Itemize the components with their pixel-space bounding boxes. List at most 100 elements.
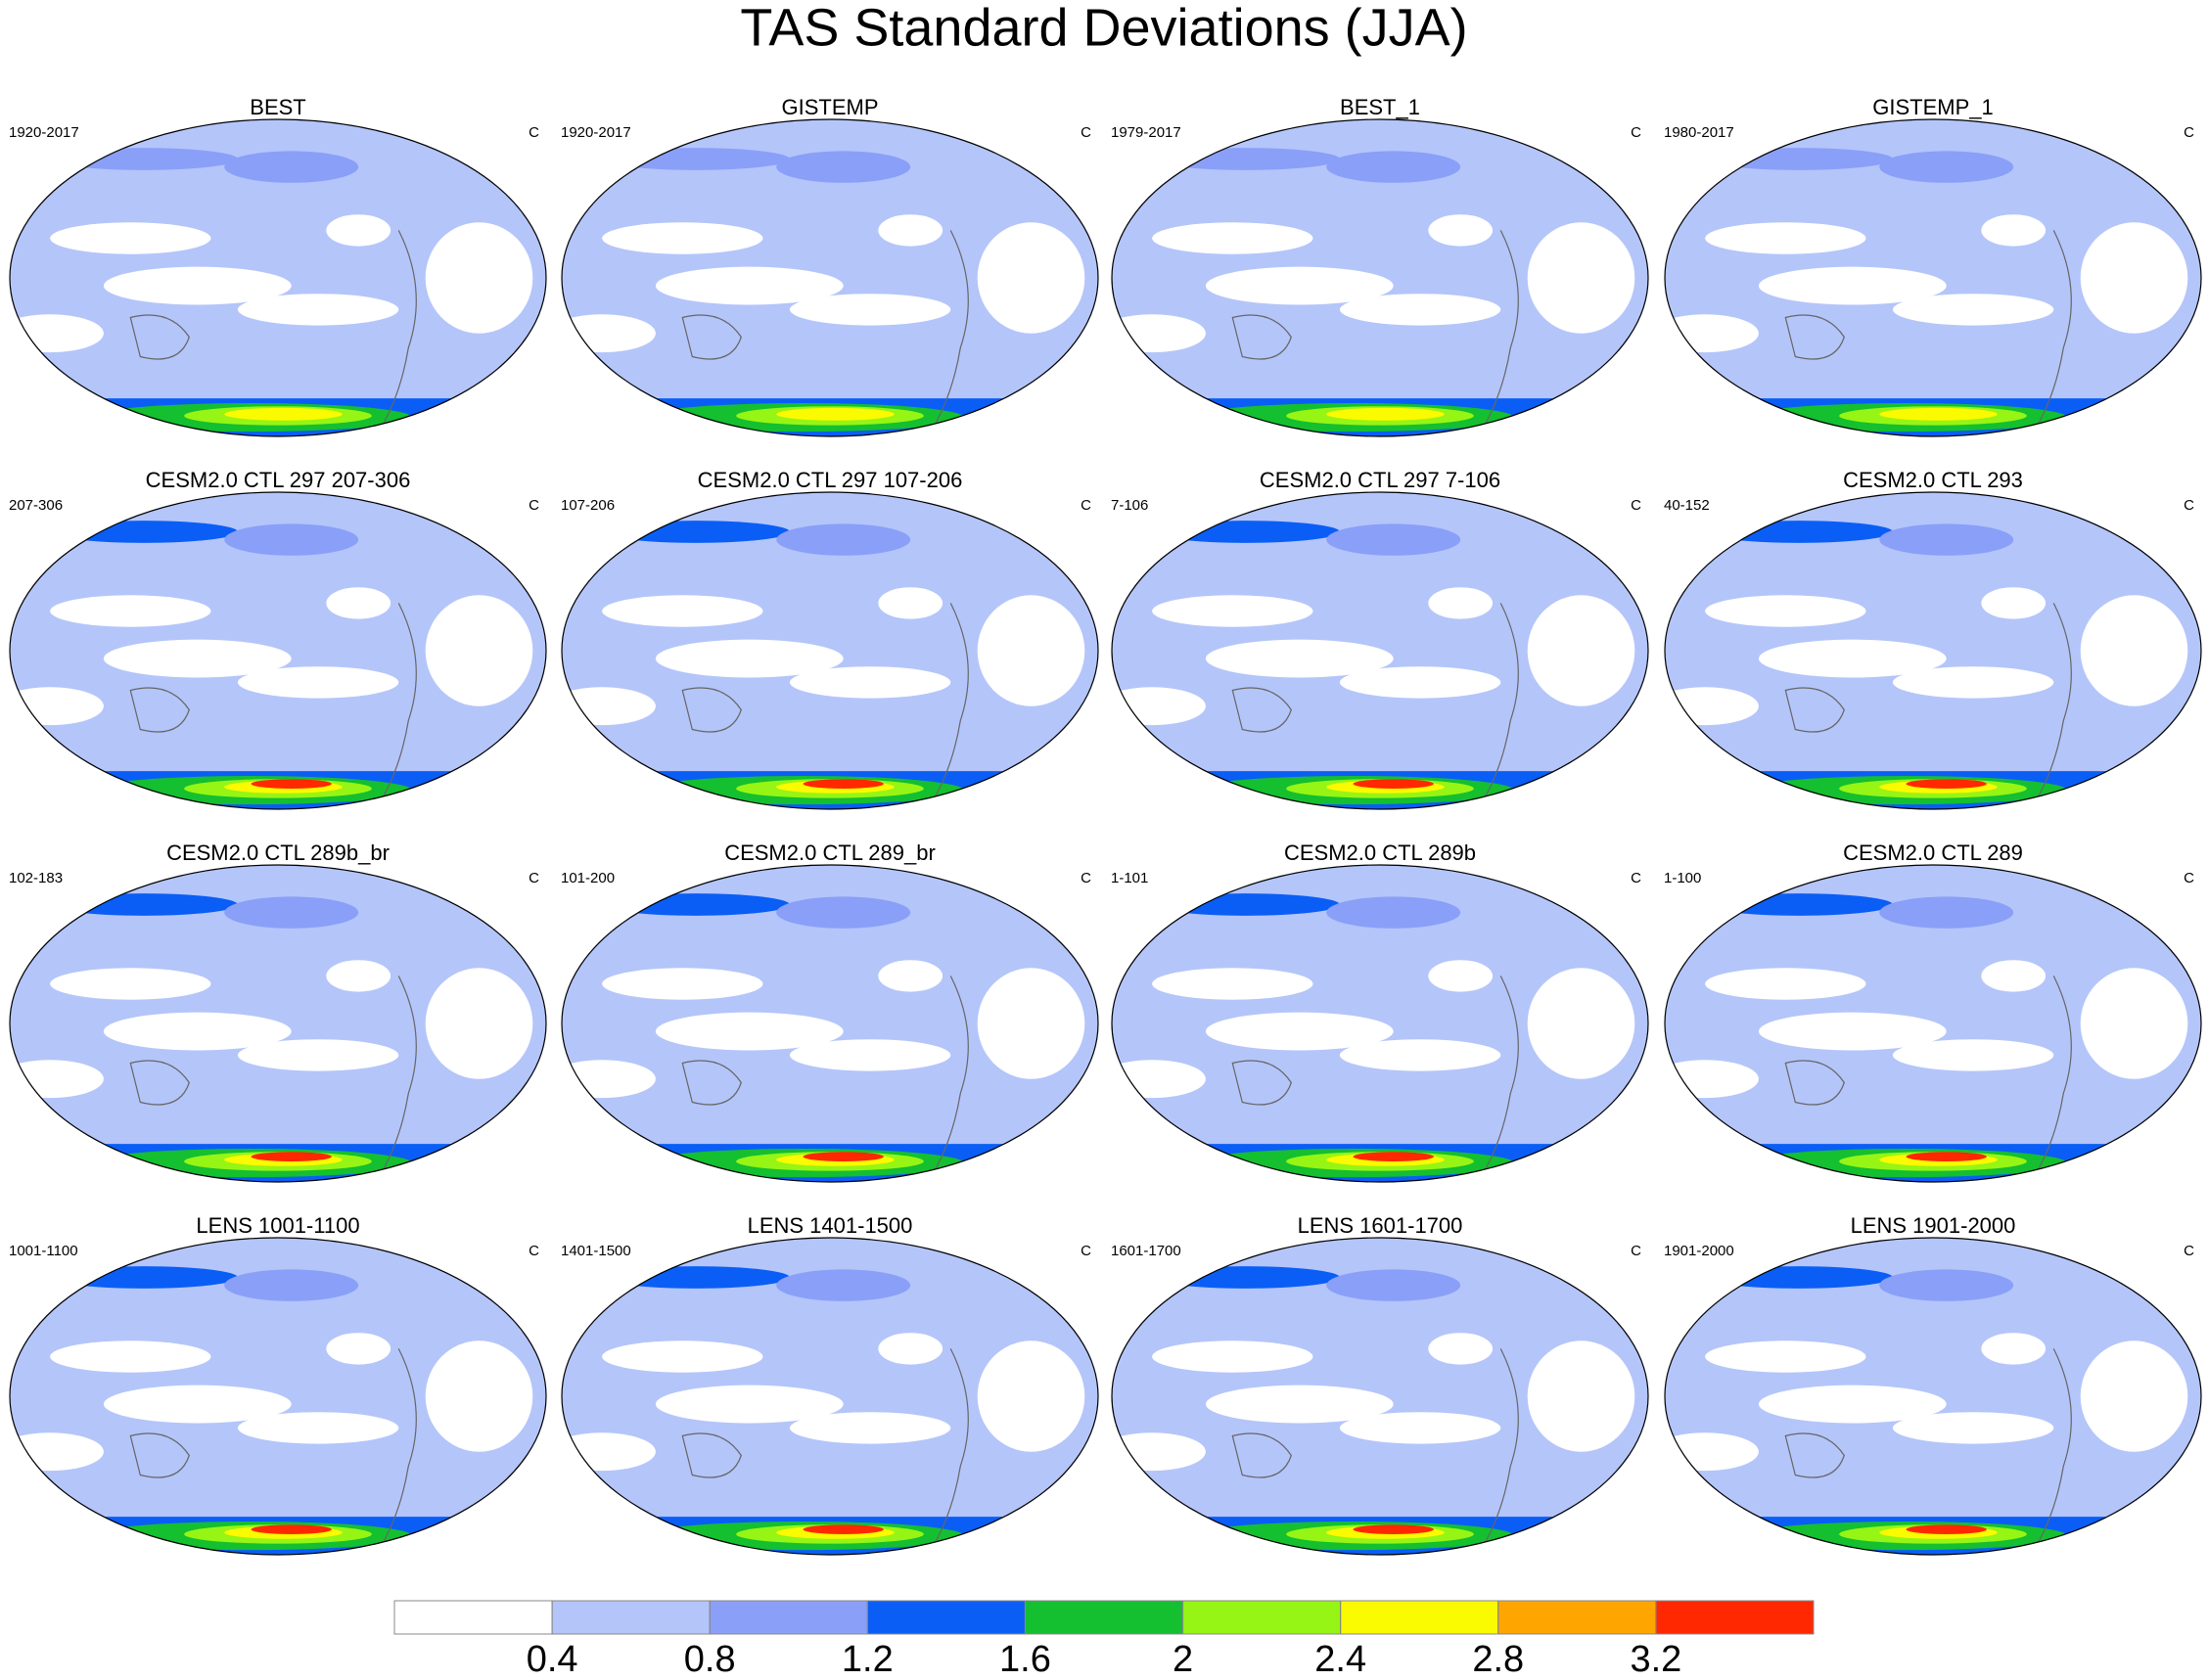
low-variance-region	[237, 1412, 399, 1444]
low-variance-region	[977, 595, 1085, 706]
panel-title: CESM2.0 CTL 297 207-306	[146, 468, 411, 492]
low-variance-region	[1428, 587, 1494, 619]
colorbar-box	[866, 1600, 1026, 1635]
coastline	[1231, 603, 1519, 809]
low-variance-region	[1981, 960, 2047, 992]
map-border	[9, 491, 547, 810]
map	[1112, 492, 1648, 809]
low-variance-region	[1428, 960, 1494, 992]
low-variance-region	[1665, 314, 1759, 353]
coastline	[681, 1348, 969, 1555]
low-variance-region	[1152, 595, 1313, 627]
arctic-region	[1152, 1266, 1340, 1289]
low-variance-region	[1665, 1432, 1759, 1472]
panel-period: 1901-2000	[1664, 1243, 1734, 1259]
panel-period: 107-206	[561, 497, 615, 514]
coastline	[1784, 976, 2072, 1182]
antarctic-region	[803, 779, 884, 789]
arctic-region	[1152, 893, 1340, 916]
colorbar-box	[1655, 1600, 1815, 1635]
arctic-region	[1326, 896, 1461, 929]
panel-period: 1001-1100	[9, 1243, 78, 1259]
panel-title: GISTEMP_1	[1872, 95, 1993, 119]
antarctic-region	[1353, 1152, 1434, 1161]
map-border	[9, 864, 547, 1183]
antarctic-region	[224, 407, 343, 421]
low-variance-region	[1152, 222, 1313, 254]
low-variance-region	[326, 960, 391, 992]
coastline	[681, 976, 969, 1182]
map	[1665, 492, 2201, 809]
map-border	[1111, 118, 1649, 437]
panel-period: 207-306	[9, 497, 63, 514]
low-variance-region	[1112, 1432, 1206, 1472]
map	[10, 492, 546, 809]
antarctic-region	[1879, 407, 1998, 421]
map	[1665, 865, 2201, 1182]
arctic-region	[224, 896, 359, 929]
map	[10, 119, 546, 436]
low-variance-region	[602, 1340, 763, 1373]
antarctic-region	[1353, 779, 1434, 789]
antarctic-region	[251, 779, 332, 789]
map	[562, 119, 1098, 436]
map	[562, 865, 1098, 1182]
low-variance-region	[103, 1385, 292, 1424]
low-variance-region	[1892, 294, 2054, 326]
map	[1112, 865, 1648, 1182]
low-variance-region	[2080, 222, 2188, 334]
low-variance-region	[425, 595, 533, 706]
low-variance-region	[1981, 1333, 2047, 1365]
low-variance-region	[562, 1060, 656, 1099]
map-border	[1111, 1237, 1649, 1556]
low-variance-region	[655, 1385, 844, 1424]
panel-units: C	[529, 497, 539, 514]
arctic-region	[602, 148, 790, 170]
low-variance-region	[1758, 1012, 1947, 1051]
panel-period: 1401-1500	[561, 1243, 631, 1259]
low-variance-region	[1428, 214, 1494, 247]
map-border	[1664, 491, 2202, 810]
panel-title: CESM2.0 CTL 293	[1843, 468, 2023, 492]
panel-period: 7-106	[1111, 497, 1148, 514]
figure-title: TAS Standard Deviations (JJA)	[740, 0, 1467, 57]
low-variance-region	[1892, 666, 2054, 699]
low-variance-region	[1112, 687, 1206, 726]
antarctic-region	[776, 407, 895, 421]
low-variance-region	[1152, 968, 1313, 1000]
colorbar-label: 3.2	[1630, 1639, 1681, 1680]
low-variance-region	[977, 222, 1085, 334]
arctic-region	[50, 1266, 238, 1289]
arctic-region	[1326, 1269, 1461, 1301]
low-variance-region	[655, 1012, 844, 1051]
low-variance-region	[326, 1333, 391, 1365]
antarctic-region	[1906, 779, 1987, 789]
panel-title: CESM2.0 CTL 289_br	[724, 840, 936, 865]
panel-title: LENS 1601-1700	[1298, 1213, 1463, 1238]
antarctic-region	[1353, 1524, 1434, 1534]
low-variance-region	[237, 294, 399, 326]
low-variance-region	[602, 968, 763, 1000]
colorbar-box	[1182, 1600, 1342, 1635]
low-variance-region	[878, 587, 943, 619]
low-variance-region	[1758, 266, 1947, 305]
low-variance-region	[425, 1340, 533, 1452]
low-variance-region	[1527, 595, 1635, 706]
arctic-region	[50, 521, 238, 543]
low-variance-region	[2080, 595, 2188, 706]
arctic-region	[1152, 148, 1340, 170]
panel-period: 1601-1700	[1111, 1243, 1181, 1259]
low-variance-region	[2080, 968, 2188, 1079]
arctic-region	[1705, 893, 1893, 916]
arctic-region	[224, 1269, 359, 1301]
map	[10, 1238, 546, 1555]
colorbar-box	[1497, 1600, 1657, 1635]
antarctic-region	[1906, 1524, 1987, 1534]
map-border	[9, 1237, 547, 1556]
low-variance-region	[878, 1333, 943, 1365]
panel-units: C	[2184, 1243, 2194, 1259]
panel-units: C	[1081, 1243, 1091, 1259]
low-variance-region	[789, 666, 951, 699]
panel-period: 1980-2017	[1664, 124, 1734, 141]
